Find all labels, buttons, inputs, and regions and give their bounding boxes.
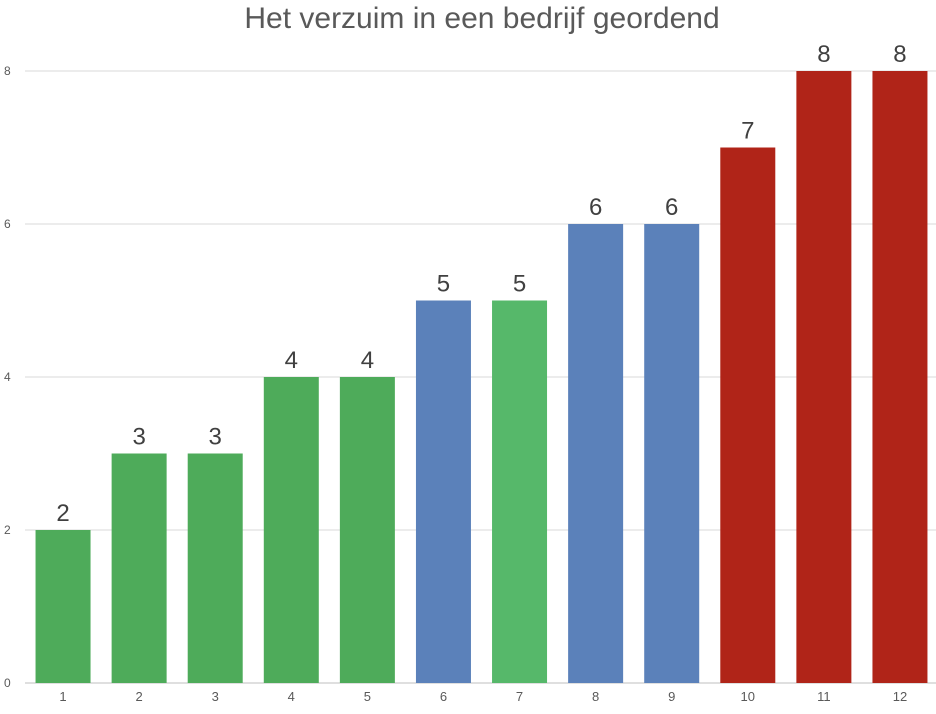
data-label: 3	[209, 424, 222, 451]
x-tick-label: 3	[212, 689, 219, 704]
x-tick-label: 8	[592, 689, 599, 704]
data-label: 7	[741, 118, 754, 145]
bar-1	[35, 530, 91, 683]
x-tick-label: 4	[288, 689, 295, 704]
chart-title: Het verzuim in een bedrijf geordend	[244, 2, 719, 35]
data-label: 8	[817, 41, 830, 68]
bar-6	[415, 300, 471, 683]
x-tick-label: 2	[136, 689, 143, 704]
y-tick-label: 8	[4, 64, 11, 78]
bar-10	[720, 147, 776, 683]
x-tick-label: 1	[59, 689, 66, 704]
y-axis-ticks: 0 2 4 6 8	[4, 64, 11, 690]
bar-9	[644, 224, 700, 683]
x-tick-label: 9	[668, 689, 675, 704]
data-label: 3	[132, 424, 145, 451]
bar-12	[872, 71, 928, 683]
x-tick-label: 6	[440, 689, 447, 704]
x-tick-label: 10	[741, 689, 755, 704]
y-tick-label: 0	[4, 676, 11, 690]
bar-4	[263, 377, 319, 683]
data-labels: 2 3 3 4 4 5 5 6 6 7 8 8	[56, 41, 906, 527]
data-label: 5	[437, 271, 450, 298]
bar-8	[568, 224, 624, 683]
data-label: 5	[513, 271, 526, 298]
data-label: 4	[285, 347, 298, 374]
bar-7	[492, 300, 548, 683]
bar-11	[796, 71, 852, 683]
y-tick-label: 2	[4, 523, 11, 537]
bar-5	[339, 377, 395, 683]
x-axis-ticks: 1 2 3 4 5 6 7 8 9 10 11 12	[59, 689, 907, 704]
bars	[35, 71, 928, 683]
bar-2	[111, 453, 167, 683]
x-tick-label: 5	[364, 689, 371, 704]
data-label: 2	[56, 500, 69, 527]
y-tick-label: 4	[4, 370, 11, 384]
data-label: 8	[893, 41, 906, 68]
x-tick-label: 11	[817, 689, 831, 704]
y-tick-label: 6	[4, 217, 11, 231]
x-tick-label: 12	[893, 689, 907, 704]
bar-3	[187, 453, 243, 683]
data-label: 6	[589, 194, 602, 221]
data-label: 4	[361, 347, 374, 374]
gridlines	[25, 70, 936, 684]
data-label: 6	[665, 194, 678, 221]
x-tick-label: 7	[516, 689, 523, 704]
